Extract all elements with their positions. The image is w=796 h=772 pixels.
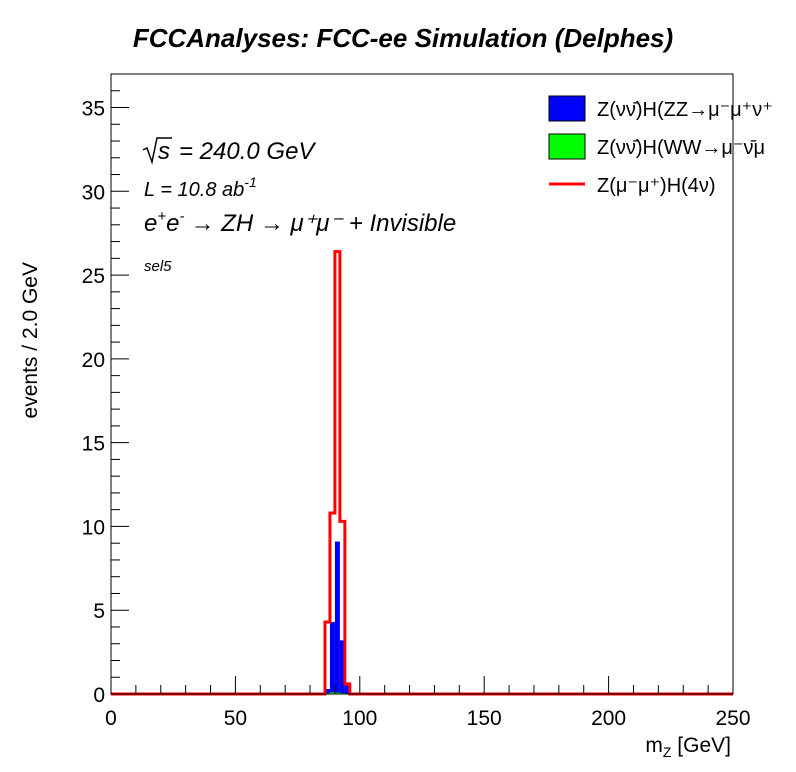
line-series2 <box>111 250 733 696</box>
y-tick-label: 35 <box>82 98 105 121</box>
legend-swatch-1 <box>548 133 586 160</box>
annotation-process: e+e- → ZH → μ⁺μ⁻ + Invisible <box>144 208 456 237</box>
x-tick-label: 50 <box>224 707 247 730</box>
y-tick-label: 30 <box>82 181 105 204</box>
y-tick-label: 5 <box>93 600 105 623</box>
y-axis: 0 5 10 15 20 25 30 35 <box>82 73 129 707</box>
y-tick-label: 20 <box>82 349 105 372</box>
legend-label-2: Z(μ⁻μ⁺)H(4ν) <box>597 175 716 197</box>
x-tick-label: 150 <box>467 707 502 730</box>
x-tick-label: 250 <box>715 707 750 730</box>
sqrt-s-value: = 240.0 GeV <box>179 138 316 165</box>
x-axis-label: mZ [GeV] <box>645 734 731 760</box>
bar-series0-bin4 <box>344 685 350 694</box>
y-tick-label: 10 <box>82 516 105 539</box>
sqrt-symbol <box>142 137 172 165</box>
x-tick-label: 200 <box>591 707 626 730</box>
legend-label-0: Z(νν̄)H(ZZ→μ⁻μ⁺ν⁺ <box>597 99 773 121</box>
annotation-sqrt-s: s = 240.0 GeV <box>142 137 316 165</box>
bar-series0-bin3 <box>339 640 345 694</box>
plot-frame <box>110 73 734 695</box>
lines-layer <box>111 250 733 696</box>
x-tick-label: 100 <box>342 707 377 730</box>
y-tick-label: 0 <box>93 684 105 707</box>
y-axis-label: events / 2.0 GeV <box>19 262 42 418</box>
annotation-selection: sel5 <box>144 258 172 275</box>
x-tick-label: 0 <box>105 707 117 730</box>
chart-title: FCCAnalyses: FCC-ee Simulation (Delphes) <box>133 23 673 53</box>
bar-series1-bin2 <box>334 692 340 694</box>
sqrt-s-symbol: s <box>158 138 170 165</box>
annotation-lumi: L = 10.8 ab-1 <box>144 174 257 201</box>
x-axis: 0 50 100 150 200 250 <box>105 676 751 730</box>
bar-series1-bin1 <box>329 692 335 694</box>
bar-series0-bin0 <box>324 688 330 694</box>
bar-series0-bin1 <box>329 621 335 694</box>
bar-series0-bin2 <box>334 541 340 694</box>
y-tick-label: 15 <box>82 433 105 456</box>
legend: Z(νν̄)H(ZZ→μ⁻μ⁺ν⁺ Z(νν̄)H(WW→μ⁻ν̄μ Z(μ⁻μ⁺)… <box>548 95 773 197</box>
legend-swatch-0 <box>548 95 586 122</box>
legend-label-1: Z(νν̄)H(WW→μ⁻ν̄μ <box>597 137 765 159</box>
y-tick-label: 25 <box>82 265 105 288</box>
